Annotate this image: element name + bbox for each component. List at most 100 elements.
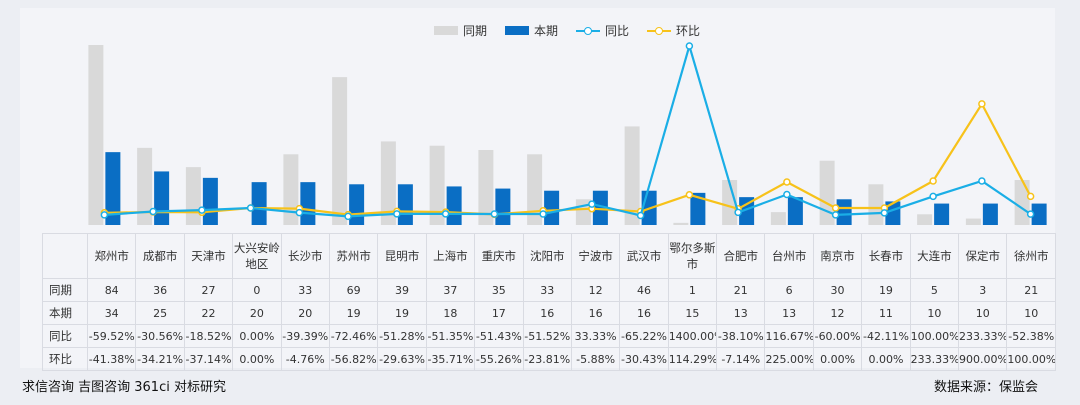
table-cell: 10	[958, 301, 1008, 325]
table-cell: -41.38%	[86, 347, 137, 371]
table-cell: 6	[764, 278, 814, 302]
table-cell: -39.39%	[280, 324, 330, 348]
category-label: 保定市	[958, 233, 1008, 279]
table-cell: -38.10%	[716, 324, 766, 348]
table-cell: 12	[570, 278, 621, 302]
point-yoy	[831, 211, 840, 219]
point-mom	[685, 191, 694, 199]
category-label: 昆明市	[377, 233, 427, 279]
point-yoy	[539, 210, 547, 218]
table-cell: 69	[328, 278, 379, 302]
bar-current-period	[1031, 203, 1047, 225]
point-yoy	[149, 207, 157, 216]
legend-label-yoy: 同比	[605, 24, 630, 38]
table-cell: -55.26%	[474, 347, 524, 371]
table-cell: 233.33%	[958, 324, 1008, 348]
table-cell: 20	[280, 301, 330, 325]
data-table: 郑州市 成都市 天津市 大兴安岭地区 长沙市 苏州市 昆明市 上海市 重庆市 沈阳市 宁波市 武汉市鄂…	[42, 233, 1056, 371]
bar-same-period	[673, 222, 689, 225]
category-label: 长春市	[861, 233, 911, 279]
bar-same-period	[88, 45, 104, 225]
point-yoy	[636, 211, 645, 220]
point-mom	[783, 178, 791, 186]
bar-same-period	[332, 77, 348, 226]
table-cell: 19	[328, 301, 379, 325]
legend-item-current-period[interactable]: 本期	[505, 22, 558, 39]
table-row: 环比 -41.38% -34.21% -37.14% 0.00% -4.76% -56.82…	[42, 347, 1056, 371]
table-cell: -7.14%	[716, 347, 766, 371]
bar-current-period	[300, 182, 316, 225]
category-label: 武汉市	[619, 233, 669, 279]
table-cell: 33.33%	[570, 324, 621, 348]
table-row-label: 本期	[42, 301, 88, 325]
table-cell: 18	[425, 301, 476, 325]
legend-swatch-mom	[647, 26, 672, 36]
bar-same-period	[624, 126, 640, 225]
table-cell: 1400.00%	[667, 324, 718, 348]
point-yoy	[344, 212, 352, 221]
table-header-row: 郑州市 成都市 天津市 大兴安岭地区 长沙市 苏州市 昆明市 上海市 重庆市 沈阳市 宁波市 武汉市鄂…	[42, 233, 1056, 279]
bar-current-period	[690, 192, 706, 225]
table-cell: 21	[1006, 278, 1056, 302]
table-cell: 233.33%	[909, 347, 960, 371]
table-row-label: 同期	[42, 278, 88, 302]
line-mom	[104, 101, 1032, 216]
point-yoy	[393, 210, 401, 218]
table-cell: 0	[232, 278, 282, 302]
category-label: 长沙市	[280, 233, 330, 279]
bar-same-period	[137, 147, 153, 225]
legend-item-mom[interactable]: 环比	[647, 22, 700, 39]
legend-item-same-period[interactable]: 同期	[434, 22, 487, 39]
bar-current-period	[154, 171, 170, 225]
bar-same-period	[868, 184, 884, 225]
table-cell: 16	[570, 301, 621, 325]
table-cell: 900.00%	[958, 347, 1008, 371]
table-cell: 46	[619, 278, 669, 302]
point-yoy	[295, 208, 304, 217]
category-label: 宁波市	[570, 233, 621, 279]
table-cell: 21	[716, 278, 766, 302]
table-cell: 114.29%	[667, 347, 718, 371]
table-cell: -18.52%	[183, 324, 234, 348]
legend-swatch-same-period	[434, 26, 458, 35]
bar-same-period	[965, 218, 981, 225]
point-yoy	[100, 211, 109, 219]
table-cell: -72.46%	[328, 324, 379, 348]
table-row-label: 同比	[42, 324, 88, 348]
table-cell: 116.67%	[764, 324, 814, 348]
table-cell: 30	[812, 278, 863, 302]
category-label: 上海市	[425, 233, 476, 279]
table-cell: -51.52%	[522, 324, 572, 348]
point-yoy	[685, 42, 694, 50]
bar-same-period	[722, 180, 738, 225]
table-row: 本期 34 25 22 20 20 19 19 18 17 16 16 16 15 13 13 12 11 10 10…	[42, 301, 1056, 325]
chart-legend: 同期 本期 同比 环比	[434, 22, 700, 39]
legend-label-mom: 环比	[676, 24, 701, 38]
category-label: 徐州市	[1006, 233, 1056, 279]
bar-current-period	[592, 190, 608, 225]
table-cell: 20	[232, 301, 282, 325]
category-label: 沈阳市	[522, 233, 572, 279]
table-cell: 10	[909, 301, 960, 325]
table-cell: -4.76%	[280, 347, 330, 371]
table-cell: 13	[716, 301, 766, 325]
category-label: 天津市	[183, 233, 234, 279]
table-cell: 19	[861, 278, 911, 302]
table-cell: -30.43%	[619, 347, 669, 371]
table-corner-cell	[42, 233, 88, 279]
table-row: 同期 84 36 27 0 33 69 39 37 35 33 12 46 1 21 6 30 19 5 3 21	[42, 278, 1056, 302]
table-cell: 0.00%	[861, 347, 911, 371]
bar-same-period	[478, 150, 494, 225]
bar-same-period	[185, 167, 201, 225]
table-cell: 33	[280, 278, 330, 302]
bar-current-period	[836, 199, 852, 225]
legend-swatch-yoy	[576, 26, 601, 36]
bar-current-period	[544, 190, 560, 225]
legend-label-same-period: 同期	[463, 24, 488, 38]
point-yoy	[441, 210, 450, 218]
table-cell: -35.71%	[425, 347, 476, 371]
table-cell: -37.14%	[183, 347, 234, 371]
bar-current-period	[934, 203, 950, 225]
table-cell: -65.22%	[619, 324, 669, 348]
legend-item-yoy[interactable]: 同比	[576, 22, 629, 39]
